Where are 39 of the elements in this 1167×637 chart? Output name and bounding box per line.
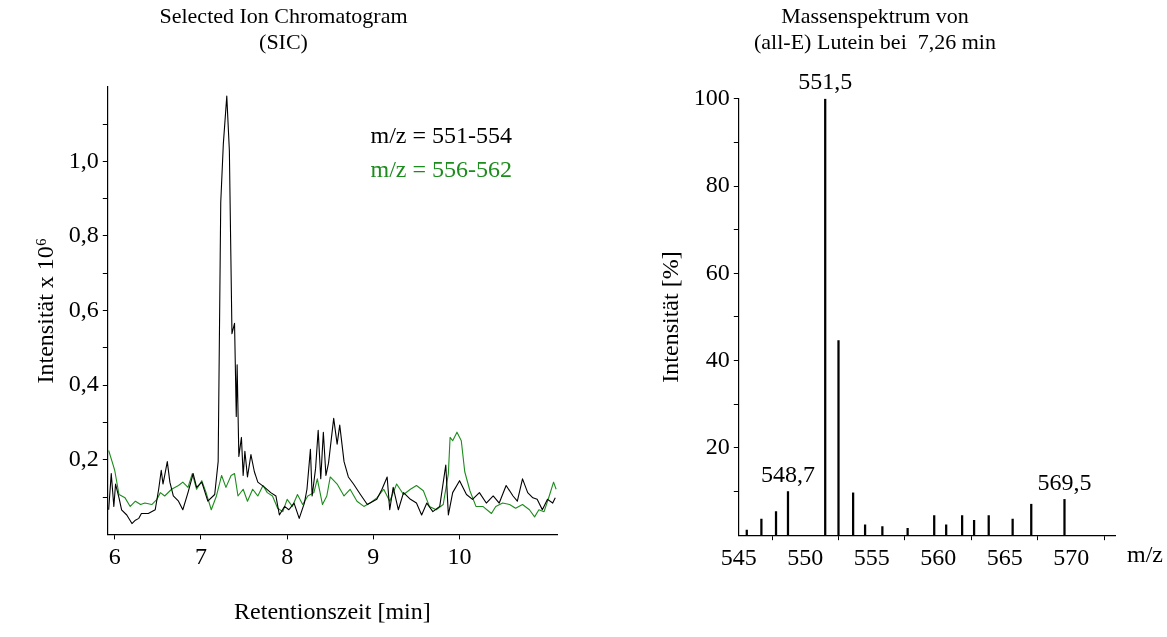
chart-title: Massenspektrum von (all-E) Lutein bei 7,26 min <box>754 2 996 55</box>
x-tick-label: 560 <box>920 543 957 570</box>
x-tick-label: 10 <box>447 543 472 570</box>
bar <box>1063 499 1066 536</box>
bar <box>945 524 948 536</box>
bar <box>881 526 884 536</box>
y-tick-label: 0,4 <box>68 370 99 397</box>
x-tick-label: 555 <box>853 543 890 570</box>
y-tick-label: 80 <box>705 171 730 198</box>
bar <box>863 524 867 536</box>
bar <box>837 340 840 536</box>
y-axis-title: Intensität [%] <box>656 251 683 383</box>
y-tick-label: 1,0 <box>68 146 99 173</box>
bar <box>760 518 763 536</box>
y-tick-label: 0,6 <box>68 295 99 322</box>
x-tick-label: 8 <box>281 543 294 570</box>
y-tick-label: 60 <box>705 258 730 285</box>
y-tick-label: 40 <box>705 345 730 372</box>
y-tick-label: 0,2 <box>68 445 99 472</box>
y-tick-label: 20 <box>705 433 730 460</box>
y-axis-title: Intensität x 10⁶ <box>31 237 58 384</box>
annotation: 551,5 <box>798 68 853 95</box>
y-tick-label: 0,8 <box>68 221 99 248</box>
annotation: 548,7 <box>760 460 815 487</box>
x-axis-title: m/z <box>1127 541 1163 568</box>
y-tick-label: 100 <box>693 84 730 111</box>
annotation: 569,5 <box>1037 468 1092 495</box>
x-tick-label: 545 <box>720 543 757 570</box>
x-tick-label: 570 <box>1053 543 1090 570</box>
text: m/z = 556-562 <box>370 156 512 183</box>
bar <box>906 527 909 536</box>
text: m/z = 551-554 <box>370 122 512 149</box>
chart-title: Selected Ion Chromatogram (SIC) <box>159 2 408 55</box>
x-tick-label: 9 <box>367 543 380 570</box>
x-axis-title: Retentionszeit [min] <box>234 597 431 624</box>
x-tick-label: 550 <box>787 543 824 570</box>
x-tick-label: 6 <box>108 543 121 570</box>
x-tick-label: 7 <box>194 543 207 570</box>
x-tick-label: 565 <box>986 543 1023 570</box>
